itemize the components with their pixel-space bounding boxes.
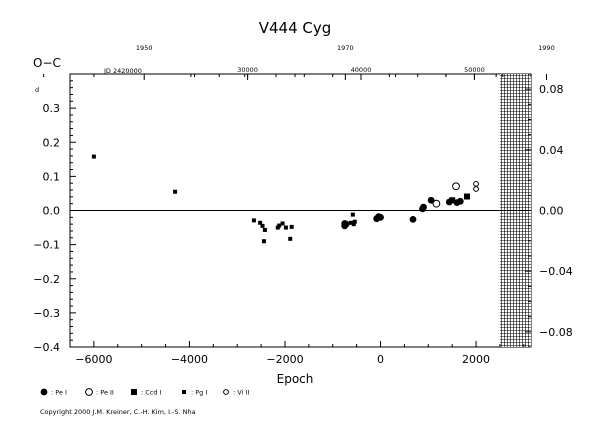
- data-point-small-square: [350, 212, 355, 217]
- year-tick-label: 1970: [337, 44, 354, 52]
- x-tick-label: −4000: [171, 353, 208, 366]
- x-tick-label: −6000: [75, 353, 112, 366]
- data-point-small-square: [289, 224, 294, 229]
- legend-label: : Vi II: [233, 389, 249, 397]
- data-point-filled-circle: [377, 213, 384, 221]
- right-y-tick-label: −0.08: [539, 326, 573, 339]
- y-axis-label: O−C: [33, 56, 61, 70]
- legend-marker-small-square: [182, 390, 186, 394]
- data-point-small-open-circle: [473, 180, 479, 187]
- chart-title: V444 Cyg: [259, 19, 332, 37]
- x-tick-label: −2000: [266, 353, 303, 366]
- data-point-small-square: [283, 225, 288, 230]
- data-point-small-square: [173, 189, 178, 194]
- data-point-small-square: [275, 225, 280, 230]
- data-point-small-open-circle: [473, 186, 479, 192]
- y-tick-label: −0.1: [33, 239, 60, 252]
- data-point-small-square: [352, 219, 357, 224]
- data-point-filled-circle: [456, 197, 464, 205]
- x-tick-label: 0: [377, 353, 384, 366]
- data-point-open-circle: [432, 199, 441, 208]
- legend-label: : Pe II: [96, 389, 114, 397]
- data-point-small-square: [348, 220, 353, 225]
- x-tick-label: 2000: [462, 353, 490, 366]
- data-point-open-circle: [452, 182, 460, 191]
- legend-marker-small-open-circle: [223, 389, 229, 395]
- year-tick-label: 1950: [136, 44, 153, 52]
- data-point-small-square: [288, 236, 293, 241]
- tick-labels: −6000 −4000 −2000 0 2000 0.3 0.2 0.1 0.0 −0.1 −0.2…: [33, 44, 573, 366]
- y-tick-label: −0.2: [33, 273, 60, 286]
- data-point-small-square: [251, 218, 256, 223]
- legend-label: : Ccd I: [141, 389, 162, 397]
- data-point-filled-circle: [427, 196, 435, 204]
- legend-label: : Pe I: [51, 389, 67, 397]
- jd-tick-label: 30000: [237, 66, 258, 74]
- data-point-small-square: [91, 154, 96, 159]
- data-point-small-square: [261, 239, 266, 244]
- data-point-small-square: [280, 221, 285, 226]
- y-tick-label: 0.0: [43, 205, 61, 218]
- data-point-filled-circle: [409, 215, 417, 223]
- y-tick-label: 0.1: [43, 170, 61, 183]
- data-point-filled-square: [463, 193, 470, 200]
- legend-marker-open-circle: [85, 388, 93, 396]
- x-axis-label: Epoch: [277, 372, 314, 386]
- y-tick-label: 0.3: [43, 102, 61, 115]
- jd-tick-label: 50000: [464, 66, 485, 74]
- legend-marker-filled-circle: [40, 388, 48, 396]
- data-point-small-square: [277, 223, 282, 228]
- year-tick-label: 1990: [538, 44, 555, 52]
- legend: : Pe I : Pe II : Ccd I : Pg I : Vi II: [40, 388, 249, 397]
- y-tick-label: 0.2: [43, 136, 61, 149]
- data-point-filled-circle: [342, 220, 350, 228]
- y-tick-label: −0.4: [33, 341, 60, 354]
- jd-tick-label: 40000: [351, 66, 372, 74]
- y-tick-label: −0.3: [33, 307, 60, 320]
- y-axis-unit: d: [35, 86, 39, 94]
- right-y-tick-label: 0.08: [539, 83, 564, 96]
- data-point-small-square: [258, 220, 263, 225]
- data-point-small-square: [260, 223, 265, 228]
- right-y-tick-label: 0.00: [539, 205, 564, 218]
- right-y-tick-label: −0.04: [539, 265, 573, 278]
- legend-label: : Pg I: [191, 389, 207, 397]
- tick-marks: [43, 73, 547, 348]
- data-point-small-square: [262, 227, 267, 232]
- jd-label: JD 2420000: [103, 67, 142, 75]
- copyright-text: Copyright 2000 J.M. Kreiner, C.-H. Kim, …: [40, 408, 196, 416]
- data-point-small-square: [351, 222, 356, 227]
- data-points: [91, 154, 479, 244]
- right-y-tick-label: 0.04: [539, 144, 564, 157]
- data-point-filled-circle: [420, 203, 427, 211]
- data-point-filled-square: [449, 197, 456, 204]
- legend-marker-filled-square: [131, 389, 137, 395]
